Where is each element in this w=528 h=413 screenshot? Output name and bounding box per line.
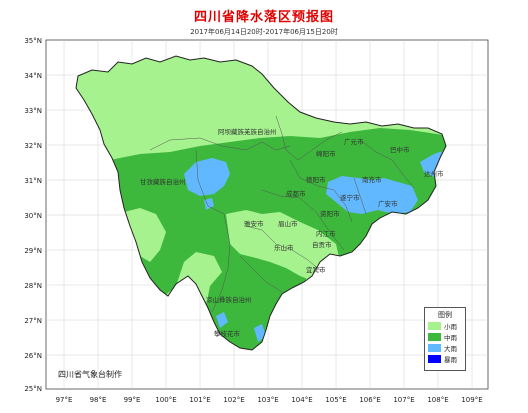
lat-label: 32°N: [24, 142, 42, 150]
lon-label: 100°E: [155, 396, 176, 404]
lat-label: 26°N: [24, 352, 42, 360]
city-label-guangan: 广安市: [378, 199, 398, 208]
city-label-deyang: 德阳市: [306, 175, 326, 184]
heavy-rain-area: [184, 158, 230, 196]
region-label-ganzi: 甘孜藏族自治州: [140, 177, 186, 186]
city-label-neijiang: 内江市: [316, 229, 336, 238]
legend-label: 中雨: [444, 333, 457, 342]
heavy-rain-area: [326, 176, 418, 214]
province-outline: [75, 55, 447, 351]
city-label-guangyuan: 广元市: [344, 137, 364, 146]
lon-label: 103°E: [257, 396, 278, 404]
legend-label: 小雨: [444, 322, 457, 331]
city-label-bazhong: 巴中市: [390, 145, 410, 154]
legend-swatch: [428, 354, 441, 363]
city-label-yibin: 宜宾市: [306, 265, 326, 274]
lon-label: 98°E: [90, 396, 107, 404]
lat-label: 25°N: [24, 385, 42, 393]
city-label-mianyang: 绵阳市: [316, 149, 336, 158]
lat-label: 34°N: [24, 72, 42, 80]
city-label-chengdu: 成都市: [286, 189, 306, 198]
legend-title: 图例: [438, 311, 452, 319]
region-label-aba: 阿坝藏族羌族自治州: [218, 127, 277, 136]
legend: 图例 小雨 中雨 大雨 暴雨: [424, 307, 466, 371]
city-label-zigong: 自贡市: [312, 240, 332, 249]
longitude-labels: 97°E 98°E 99°E 100°E 101°E 102°E 103°E 1…: [56, 396, 483, 404]
city-label-leshan: 乐山市: [274, 243, 294, 252]
lon-label: 106°E: [359, 396, 380, 404]
heavy-rain-area: [216, 312, 228, 328]
legend-item: 中雨: [428, 331, 465, 342]
legend-item: 小雨: [428, 320, 465, 331]
admin-boundaries: [149, 115, 415, 313]
legend-item: 暴雨: [428, 353, 465, 364]
credit-text: 四川省气象台制作: [58, 370, 122, 379]
map-title: 四川省降水落区预报图: [193, 10, 334, 25]
lon-label: 109°E: [461, 396, 482, 404]
legend-swatch: [428, 332, 441, 341]
legend-label: 暴雨: [444, 355, 457, 364]
city-label-suining: 遂宁市: [340, 193, 360, 202]
lat-label: 35°N: [24, 37, 42, 45]
lat-label: 27°N: [24, 317, 42, 325]
latitude-labels: 35°N 34°N 33°N 32°N 31°N 30°N 29°N 28°N …: [24, 37, 42, 393]
lon-label: 105°E: [325, 396, 346, 404]
lat-label: 28°N: [24, 282, 42, 290]
region-label-liangshan: 凉山彝族自治州: [206, 295, 252, 304]
lat-label: 29°N: [24, 247, 42, 255]
city-label-yaan: 雅安市: [244, 219, 264, 228]
lon-label: 99°E: [124, 396, 141, 404]
lat-label: 31°N: [24, 177, 42, 185]
lon-label: 101°E: [189, 396, 210, 404]
city-label-ziyang: 资阳市: [320, 209, 340, 218]
lon-label: 102°E: [223, 396, 244, 404]
lon-label: 108°E: [427, 396, 448, 404]
lat-label: 30°N: [24, 212, 42, 220]
city-label-panzhihua: 攀枝花市: [214, 329, 241, 338]
city-label-meishan: 眉山市: [278, 219, 298, 228]
legend-swatch: [428, 343, 441, 352]
lon-label: 107°E: [393, 396, 414, 404]
map-subtitle: 2017年06月14日20时-2017年06月15日20时: [190, 28, 338, 36]
lon-label: 97°E: [56, 396, 73, 404]
legend-swatch: [428, 321, 441, 330]
lat-label: 33°N: [24, 107, 42, 115]
lon-label: 104°E: [291, 396, 312, 404]
city-label-dazhou: 达州市: [424, 169, 444, 178]
legend-item: 大雨: [428, 342, 465, 353]
light-rain-pocket-west: [124, 208, 166, 262]
city-label-nanchong: 南充市: [362, 175, 382, 184]
legend-label: 大雨: [444, 344, 457, 353]
heavy-rain-area: [204, 198, 214, 210]
